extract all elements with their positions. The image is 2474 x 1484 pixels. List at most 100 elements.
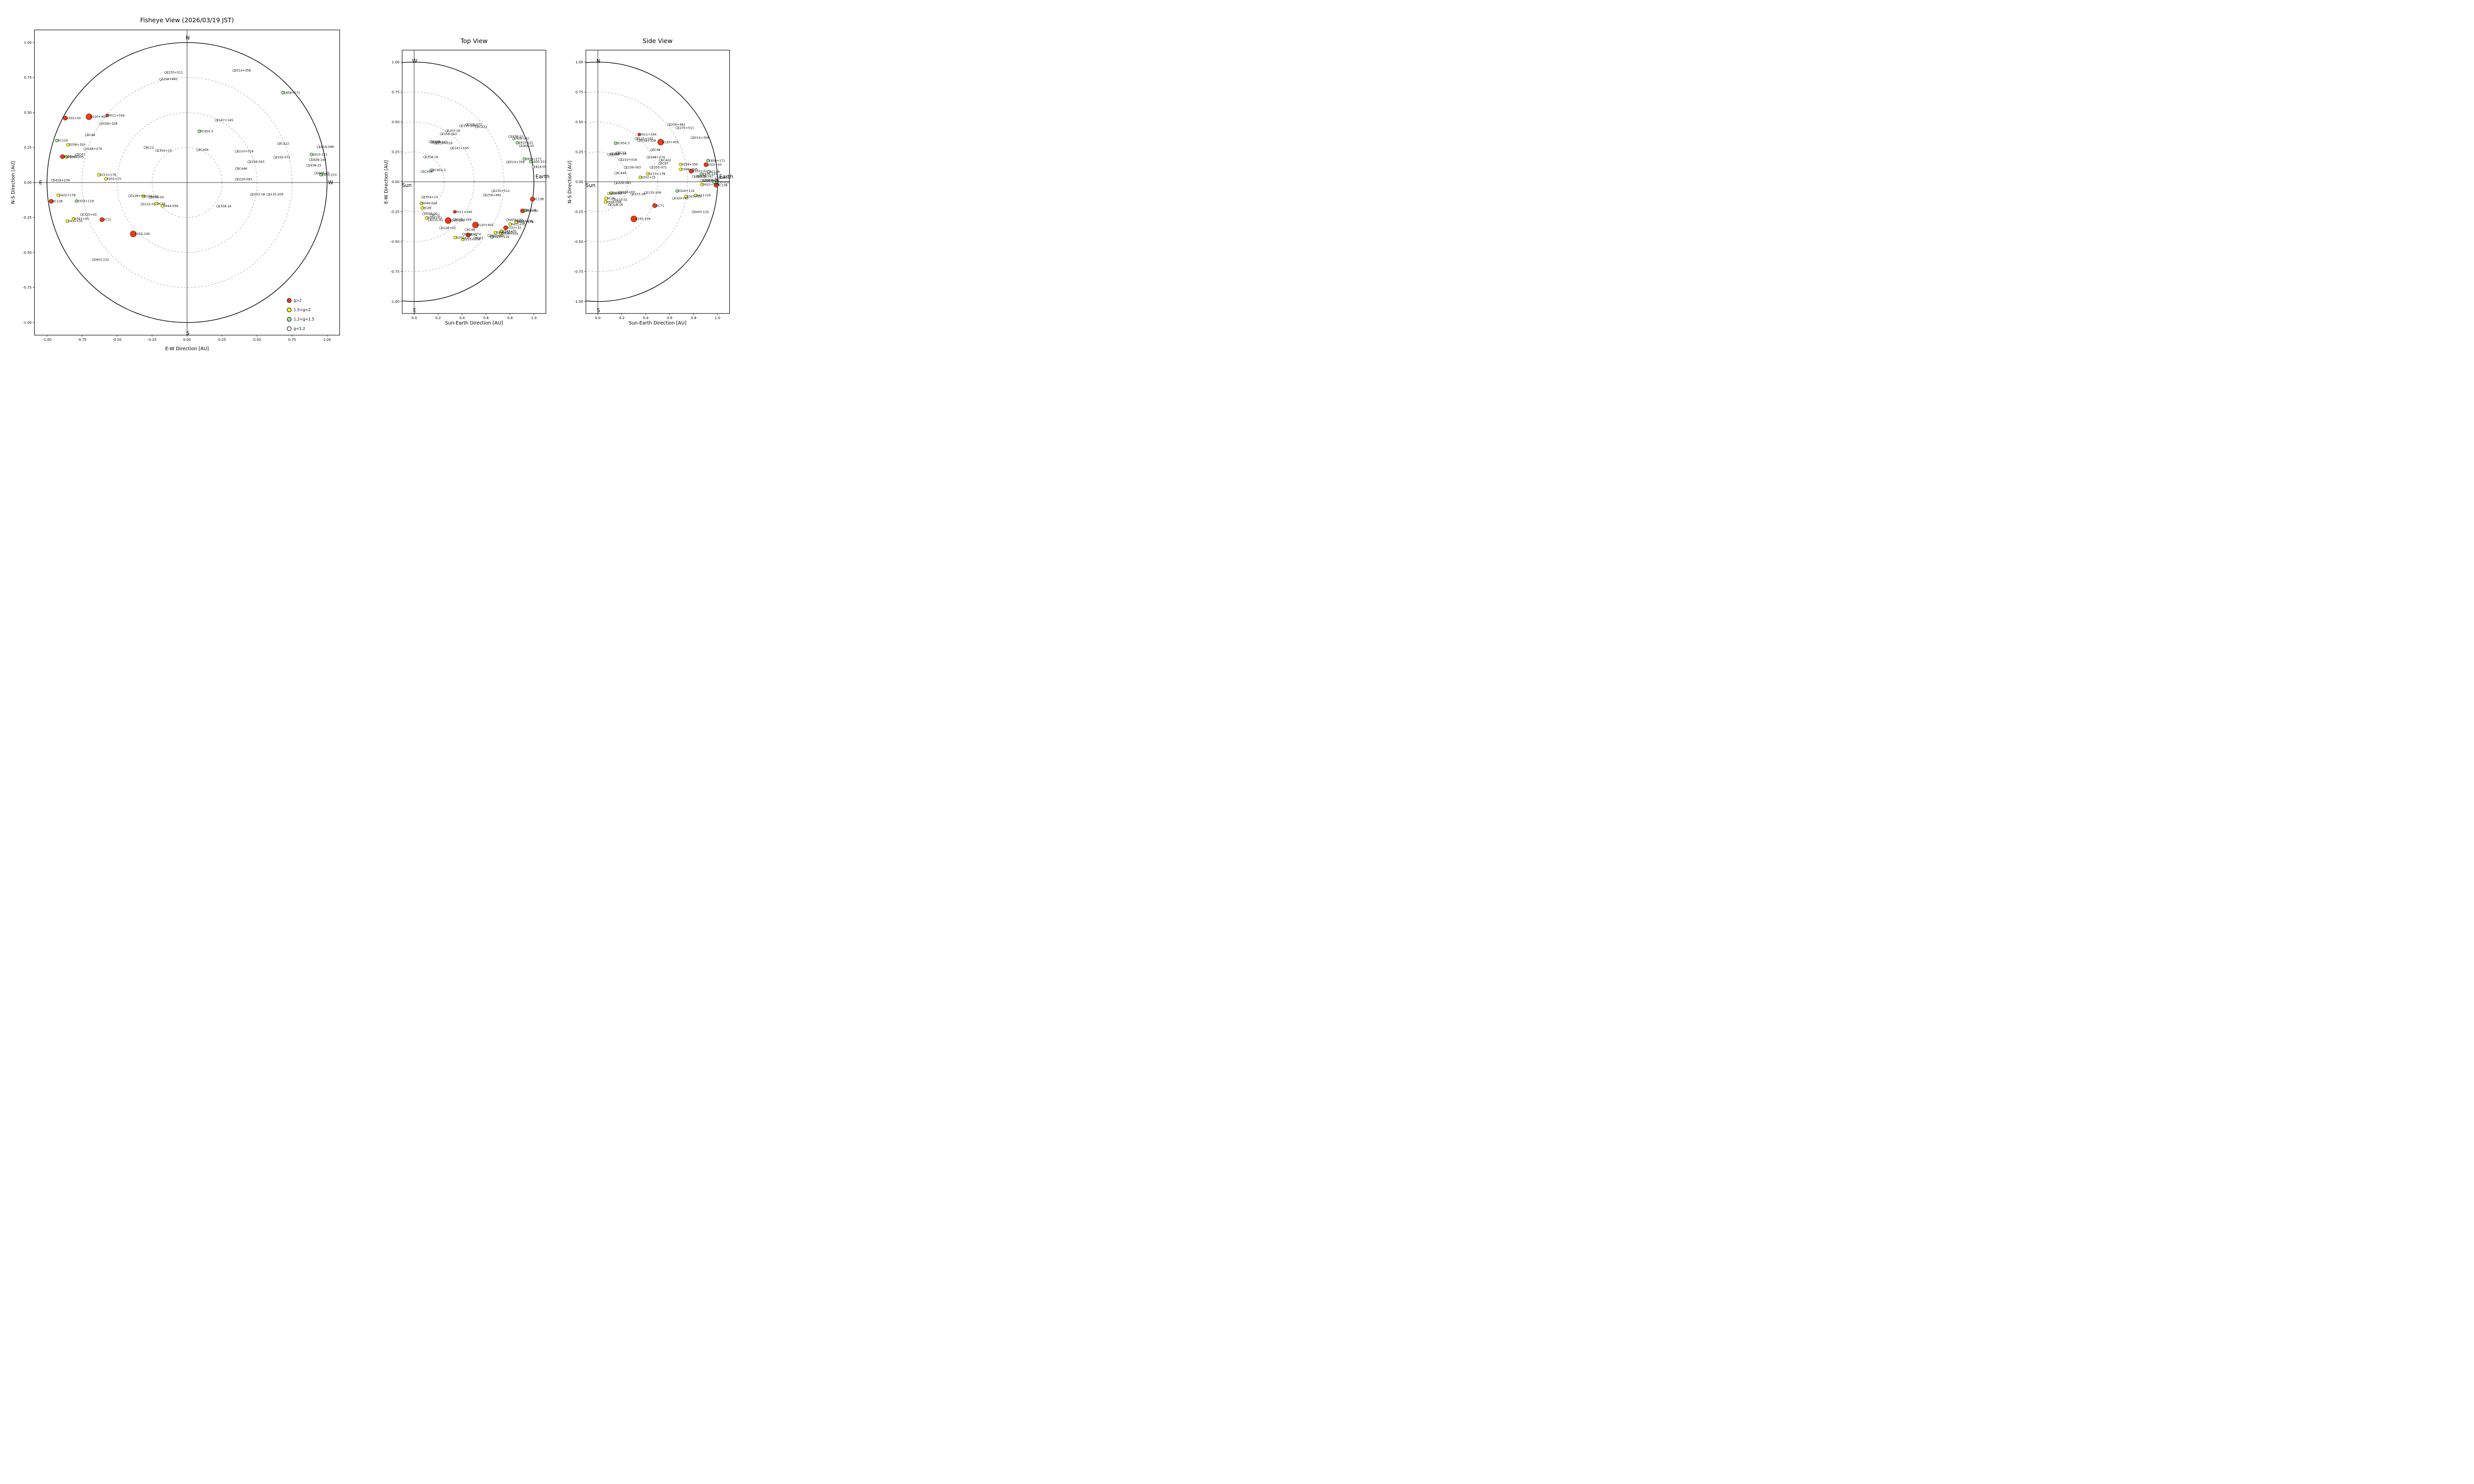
point-0106+01 bbox=[609, 191, 613, 195]
point-0011+344 bbox=[453, 210, 457, 214]
point-0056-00 bbox=[607, 192, 610, 195]
point-label-0324+119: 0324+119 bbox=[678, 189, 694, 193]
point-0115-01 bbox=[613, 198, 616, 201]
point-label-3C12: 3C12 bbox=[618, 151, 626, 155]
top-ytick-label: -0.50 bbox=[390, 240, 399, 244]
point-label-0202+15: 0202+15 bbox=[641, 176, 656, 180]
point-2229-093 bbox=[430, 140, 433, 143]
side-view-title: Side View bbox=[642, 37, 673, 45]
fisheye-ytick-label: -0.75 bbox=[23, 286, 32, 290]
point-label-0403-132: 0403-132 bbox=[94, 258, 109, 262]
legend-item-g-gt-2: g>2 bbox=[287, 296, 314, 305]
top-xtick-label: 0.4 bbox=[459, 316, 465, 320]
top-view-ylabel: E-W Direction [AU] bbox=[383, 160, 389, 204]
top-annotation-Earth: Earth bbox=[535, 174, 549, 180]
point-0148+274 bbox=[462, 232, 465, 236]
fisheye-xlabel: E-W Direction [AU] bbox=[165, 346, 209, 352]
fisheye-xtick-label: -0.75 bbox=[78, 338, 87, 342]
point-3C422 bbox=[659, 159, 662, 162]
point-0106+01 bbox=[142, 194, 145, 198]
point-0202+15 bbox=[104, 177, 108, 181]
point-0403-132 bbox=[692, 210, 695, 213]
point-label-0320+05: 0320+05 bbox=[674, 197, 688, 200]
point-0128+03 bbox=[439, 227, 442, 230]
point-label-1938-15: 1938-15 bbox=[308, 164, 321, 167]
point-label-0333+32: 0333+32 bbox=[63, 155, 78, 159]
top-ytick-label: 1.00 bbox=[392, 60, 400, 64]
point-1928-142 bbox=[512, 137, 515, 140]
side-xtick-label: 0.0 bbox=[595, 316, 601, 320]
point-label-3C446: 3C446 bbox=[617, 172, 626, 175]
point-0347+05 bbox=[684, 195, 688, 198]
point-label-3C138: 3C138 bbox=[717, 184, 727, 187]
point-label-2259+481: 2259+481 bbox=[669, 123, 685, 127]
point-label-3C456: 3C456 bbox=[609, 153, 619, 156]
point-label-3C119: 3C119 bbox=[58, 139, 68, 142]
point-label-3C12: 3C12 bbox=[146, 146, 154, 149]
side-ytick-label: -0.75 bbox=[574, 270, 583, 274]
legend-item-g-lt-1p2: g<1.2 bbox=[287, 324, 314, 333]
side-ytick-label: 0.75 bbox=[575, 90, 583, 94]
side-view-xlabel: Sun-Earth Direction [AU] bbox=[628, 321, 687, 326]
point-3C26 bbox=[420, 206, 424, 210]
point-label-0106+01: 0106+01 bbox=[612, 191, 626, 195]
point-0258+350 bbox=[493, 231, 497, 234]
point-2354+14 bbox=[421, 195, 424, 199]
point-label-0320+05: 0320+05 bbox=[489, 234, 504, 237]
point-label-0011+344: 0011+344 bbox=[108, 114, 124, 117]
point-label-0128+03: 0128+03 bbox=[130, 194, 144, 198]
point-label-1830-210: 1830-210 bbox=[322, 173, 336, 177]
point-label-0213+178: 0213+178 bbox=[99, 174, 116, 177]
point-label-0038+328: 0038+328 bbox=[101, 122, 117, 126]
point-2203-18 bbox=[250, 193, 253, 196]
point-0320+05 bbox=[487, 234, 490, 237]
point-3C48 bbox=[465, 228, 468, 232]
point-label-0120+405: 0120+405 bbox=[477, 224, 493, 227]
point-label-1858+171: 1858+171 bbox=[284, 91, 300, 94]
point-label-1830-210: 1830-210 bbox=[715, 181, 730, 184]
point-2229-093 bbox=[614, 182, 617, 185]
point-label-0422+178: 0422+178 bbox=[517, 221, 533, 224]
fisheye-ylabel: N-S Direction [AU] bbox=[10, 161, 16, 204]
side-ytick-label: 1.00 bbox=[575, 60, 583, 64]
point-2259+481 bbox=[482, 193, 486, 196]
point-3C446 bbox=[614, 172, 617, 175]
fisheye-ytick-label: -0.25 bbox=[23, 216, 32, 220]
point-0155-109 bbox=[130, 231, 137, 237]
point-label-0411+05: 0411+05 bbox=[511, 223, 525, 226]
point-0038+328 bbox=[453, 218, 456, 221]
legend-dot-green-icon bbox=[287, 317, 291, 322]
top-view-xlabel: Sun-Earth Direction [AU] bbox=[445, 321, 503, 326]
point-label-0148+274: 0148+274 bbox=[649, 156, 665, 159]
point-0044-056 bbox=[604, 200, 608, 204]
point-0308+305 bbox=[679, 168, 682, 171]
point-0056-00 bbox=[148, 196, 152, 199]
point-label-2318-16: 2318-16 bbox=[425, 155, 438, 159]
point-1938-15 bbox=[306, 164, 309, 167]
point-label-0418+236: 0418+236 bbox=[517, 220, 533, 223]
point-label-1908-20: 1908-20 bbox=[706, 179, 718, 182]
point-label-0347+05: 0347+05 bbox=[74, 217, 89, 221]
point-label-2229-093: 2229-093 bbox=[432, 140, 447, 144]
point-label-3C26: 3C26 bbox=[157, 202, 165, 206]
point-2105-072 bbox=[650, 166, 653, 169]
point-0347+05 bbox=[72, 217, 75, 221]
point-0115-01 bbox=[428, 219, 431, 222]
side-annotation-S: S bbox=[597, 308, 600, 314]
fisheye-xtick-label: 0.50 bbox=[253, 338, 261, 342]
point-2354+14 bbox=[155, 149, 158, 152]
point-0422+178 bbox=[700, 183, 704, 186]
point-2259+481 bbox=[159, 78, 162, 81]
point-0056-00 bbox=[422, 212, 425, 215]
point-3C12 bbox=[616, 151, 618, 154]
top-ytick-label: -0.75 bbox=[390, 270, 399, 274]
point-label-1908-20: 1908-20 bbox=[316, 172, 329, 175]
point-0324+119 bbox=[675, 189, 679, 193]
point-label-0128+03: 0128+03 bbox=[620, 190, 634, 194]
point-label-1928-142: 1928-142 bbox=[698, 175, 713, 179]
point-label-2105-072: 2105-072 bbox=[276, 156, 290, 159]
point-1819-096 bbox=[317, 145, 320, 148]
point-3C48 bbox=[85, 134, 88, 137]
point-1938-15 bbox=[508, 135, 511, 138]
